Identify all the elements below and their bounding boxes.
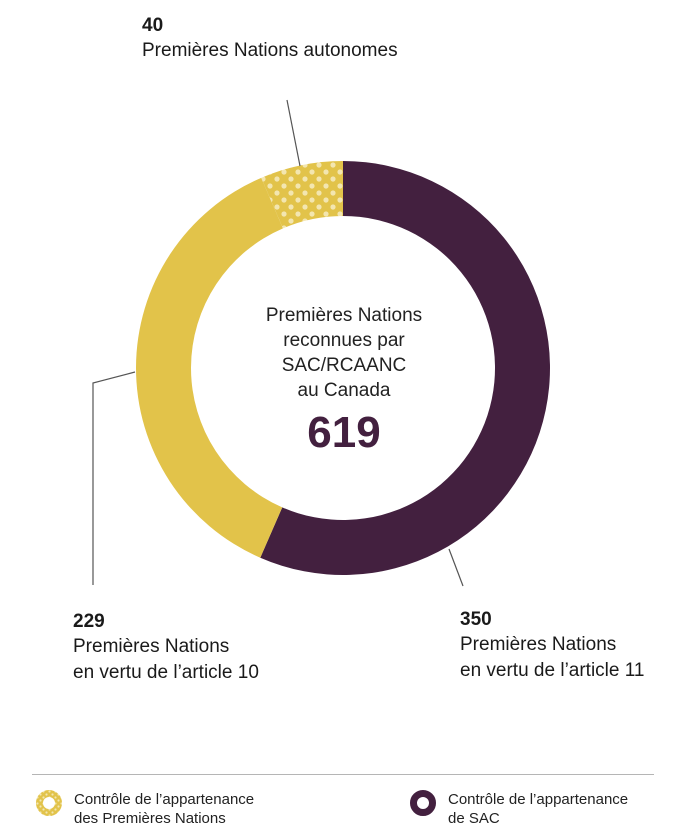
legend-item-first-nations: Contrôle de l’appartenance des Premières… [36,790,254,828]
label-autonomous-text: Premières Nations autonomes [142,40,398,61]
legend-first-nations-label: Contrôle de l’appartenance des Premières… [74,791,255,827]
label-article-11: 350 Premières Nations en vertu de l’arti… [460,608,644,684]
label-article-11-text: Premières Nations en vertu de l’article … [460,634,645,681]
center-title: Premières Nations reconnues par SAC/RCAA… [265,305,423,401]
purple-ring-icon [410,790,436,816]
leader-line-left [92,371,136,585]
leader-line-top [286,99,301,167]
label-autonomous-value: 40 [142,15,164,36]
slice-article-11 [260,161,551,575]
slice-article-10 [136,177,283,558]
label-autonomous: 40 Premières Nations autonomes [142,14,398,64]
donut-center: Premières Nations reconnues par SAC/RCAA… [224,303,464,459]
label-article-10-text: Premières Nations en vertu de l’article … [73,636,259,683]
legend-item-sac: Contrôle de l’appartenance de SAC [410,790,628,828]
dotted-ring-icon [36,790,62,816]
legend-sac-label: Contrôle de l’appartenance de SAC [448,791,629,827]
legend-divider [32,774,654,775]
label-article-10-value: 229 [73,611,105,632]
leader-line-right [448,548,464,587]
slice-autonomous [261,161,343,229]
label-article-11-value: 350 [460,609,492,630]
label-article-10: 229 Premières Nations en vertu de l’arti… [73,610,259,686]
center-total: 619 [307,408,381,457]
